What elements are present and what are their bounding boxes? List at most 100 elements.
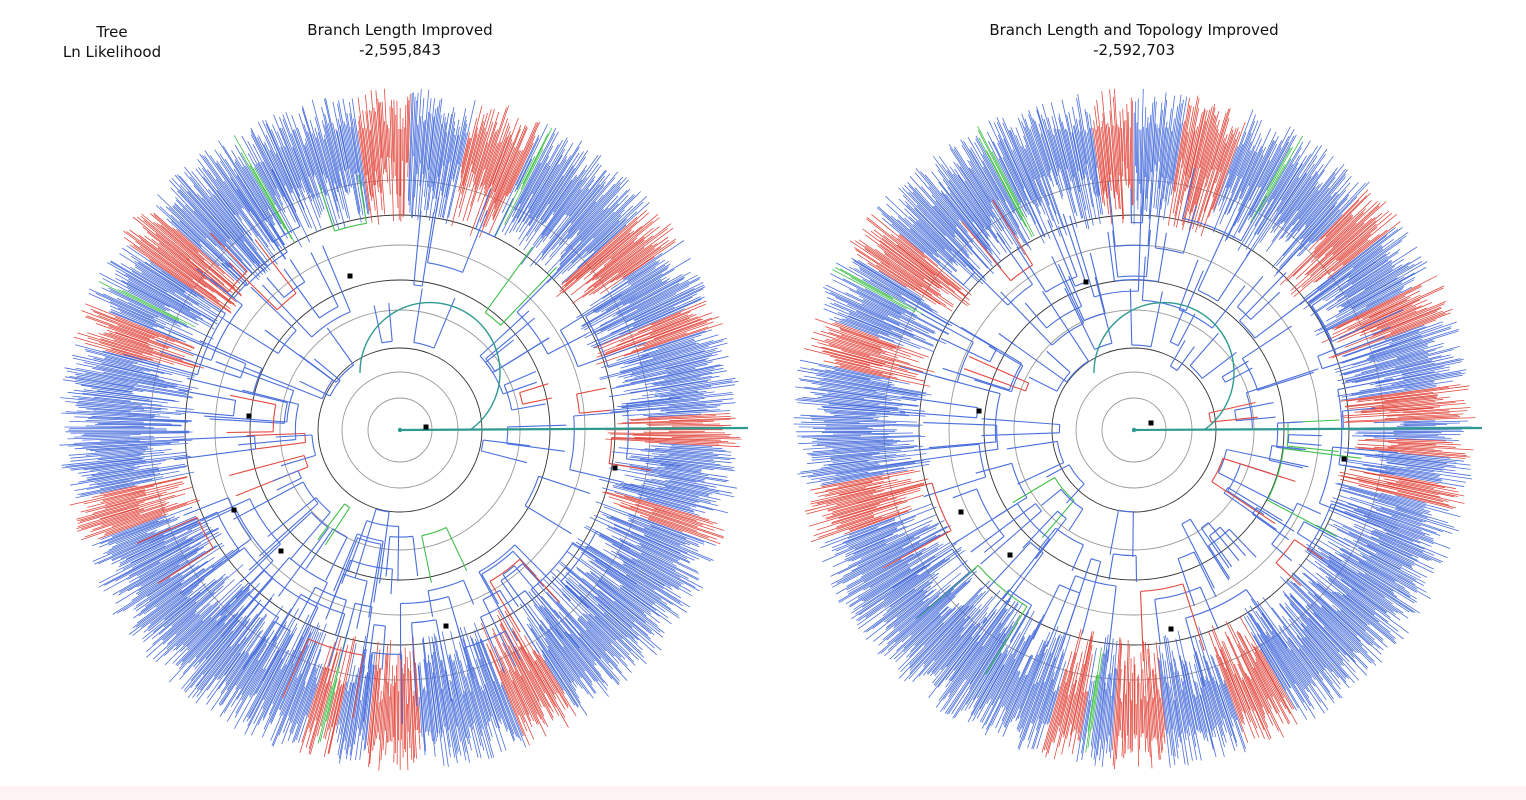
terminal-branch-fan bbox=[803, 88, 1476, 770]
clade-arc bbox=[1209, 526, 1221, 537]
clade-branch bbox=[157, 547, 214, 584]
clade-branch bbox=[324, 507, 351, 546]
clade-branch bbox=[1189, 518, 1230, 581]
clade-arc bbox=[413, 284, 423, 287]
clade-branch bbox=[901, 396, 978, 409]
clade-branch bbox=[899, 365, 958, 383]
clade-arc bbox=[245, 251, 288, 287]
clade-branch bbox=[341, 559, 352, 584]
clade-branch bbox=[1109, 510, 1120, 555]
clade-arc bbox=[1008, 363, 1022, 391]
clade-branch bbox=[475, 188, 492, 229]
clade-branch bbox=[1068, 275, 1083, 307]
clade-arc bbox=[1211, 458, 1224, 482]
clade-arc bbox=[1271, 503, 1298, 545]
clade-branch bbox=[513, 565, 560, 620]
clade-arc bbox=[1054, 477, 1075, 501]
clade-branch bbox=[981, 432, 1060, 437]
clade-arc bbox=[196, 313, 226, 375]
clade-branch bbox=[484, 246, 534, 313]
clade-branch bbox=[560, 291, 622, 331]
clade-branch bbox=[289, 259, 306, 283]
clade-branch bbox=[882, 530, 952, 569]
clade-branch bbox=[282, 638, 309, 698]
clade-arc bbox=[1051, 322, 1084, 346]
clade-branch bbox=[1129, 288, 1133, 346]
clade-branch bbox=[1051, 256, 1085, 324]
clade-branch bbox=[952, 488, 977, 499]
clade-branch bbox=[216, 593, 249, 627]
clade-branch bbox=[1217, 249, 1252, 302]
clade-branch bbox=[1057, 263, 1085, 321]
clade-branch bbox=[221, 262, 247, 287]
clade-branch bbox=[381, 625, 386, 670]
clade-branch bbox=[524, 590, 563, 639]
clade-arc bbox=[931, 482, 952, 531]
left-tree-node-markers bbox=[231, 273, 618, 629]
clade-branch bbox=[186, 377, 254, 395]
clade-branch bbox=[1150, 291, 1163, 347]
terminal-branch-fan bbox=[69, 88, 742, 771]
clade-branch bbox=[243, 366, 323, 400]
clade-arc bbox=[569, 415, 575, 470]
clade-branch bbox=[1057, 226, 1078, 277]
clade-arc bbox=[1046, 305, 1082, 329]
clade-branch bbox=[1331, 503, 1398, 530]
clade-branch bbox=[1271, 445, 1307, 451]
clade-branch bbox=[1269, 459, 1304, 469]
clade-branch bbox=[1288, 434, 1322, 437]
clade-arc bbox=[560, 530, 597, 582]
clade-arc bbox=[478, 544, 516, 573]
clade-branch bbox=[1240, 195, 1267, 242]
clade-arc bbox=[1115, 244, 1149, 247]
clade-branch bbox=[1177, 313, 1196, 346]
clade-arc bbox=[1075, 575, 1117, 587]
clade-arc bbox=[308, 638, 364, 656]
clade-arc bbox=[294, 404, 300, 440]
clade-arc bbox=[344, 503, 351, 508]
clade-branch bbox=[1338, 464, 1395, 475]
clade-arc bbox=[585, 316, 609, 368]
clade-branch bbox=[1089, 252, 1106, 314]
clade-branch bbox=[502, 381, 537, 395]
clade-branch bbox=[326, 327, 355, 366]
clade-branch bbox=[1028, 376, 1058, 392]
clade-branch bbox=[1271, 543, 1293, 562]
clade-branch bbox=[1176, 346, 1195, 371]
clade-branch bbox=[998, 333, 1068, 383]
clade-branch bbox=[242, 620, 275, 670]
clade-branch bbox=[268, 223, 288, 253]
clade-branch bbox=[503, 370, 537, 386]
clade-branch bbox=[1107, 231, 1115, 281]
clade-arc bbox=[1170, 341, 1179, 347]
clade-branch bbox=[313, 358, 341, 381]
clade-branch bbox=[183, 497, 229, 516]
node-marker bbox=[976, 408, 982, 414]
clade-branch bbox=[626, 458, 681, 467]
clade-branch bbox=[278, 527, 329, 597]
clade-branch bbox=[1242, 325, 1293, 360]
node-marker bbox=[1168, 626, 1174, 632]
clade-branch bbox=[178, 389, 236, 401]
clade-branch bbox=[200, 498, 251, 522]
clade-arc bbox=[319, 306, 339, 319]
clade-branch bbox=[983, 535, 1005, 553]
clade-arc bbox=[428, 579, 464, 592]
clade-branch bbox=[354, 508, 377, 579]
clade-branch bbox=[328, 613, 346, 667]
clade-branch bbox=[485, 339, 514, 363]
clade-branch bbox=[492, 337, 550, 374]
clade-branch bbox=[506, 443, 565, 452]
clade-branch bbox=[1157, 232, 1167, 282]
clade-branch bbox=[1257, 371, 1314, 391]
clade-branch bbox=[413, 210, 422, 286]
clade-branch bbox=[272, 470, 299, 482]
clade-branch bbox=[412, 536, 419, 577]
clade-branch bbox=[211, 538, 252, 568]
right-tree-terminal-branches bbox=[793, 88, 1476, 770]
clade-branch bbox=[1154, 599, 1161, 645]
left-tree-title: Branch Length Improved bbox=[307, 21, 493, 39]
clade-branch bbox=[209, 418, 285, 424]
clade-arc bbox=[484, 311, 502, 326]
clade-branch bbox=[942, 367, 1010, 391]
